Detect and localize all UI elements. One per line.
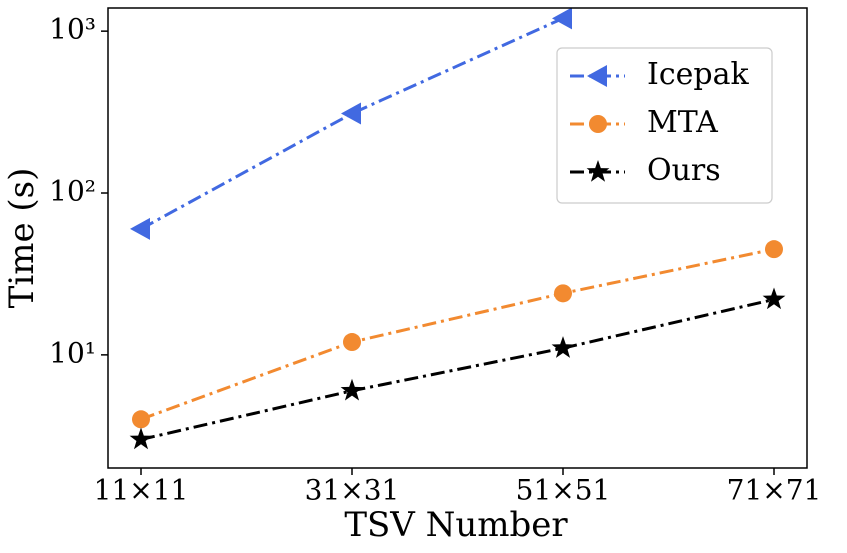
legend-label: Ours <box>647 153 721 188</box>
x-axis-label: TSV Number <box>344 505 568 545</box>
legend-marker <box>586 160 610 182</box>
series-line <box>140 297 775 441</box>
data-point <box>129 427 153 450</box>
series-line <box>140 247 775 421</box>
series-line <box>140 16 564 231</box>
y-tick-label: 10² <box>49 175 96 208</box>
data-point <box>341 102 361 125</box>
x-tick-label: 71×71 <box>727 474 822 507</box>
x-tick-label: 51×51 <box>516 474 611 507</box>
data-point <box>765 240 783 259</box>
legend: Icepak MTA Ours <box>556 47 773 204</box>
x-tick-label: 11×11 <box>94 474 189 507</box>
data-point <box>340 378 364 401</box>
legend-label: MTA <box>647 105 718 140</box>
data-point <box>552 7 572 30</box>
y-tick-label: 10¹ <box>49 336 96 369</box>
legend-label: Icepak <box>647 57 749 92</box>
data-point <box>554 284 572 303</box>
data-point <box>132 410 150 429</box>
y-tick-label: 10³ <box>49 13 96 46</box>
data-point <box>343 333 361 352</box>
data-point <box>130 217 150 240</box>
x-tick-label: 31×31 <box>305 474 400 507</box>
legend-marker <box>589 115 607 133</box>
plot-frame <box>107 7 808 469</box>
y-axis-label: Time (s) <box>2 168 42 309</box>
data-point <box>551 336 575 358</box>
data-point <box>762 287 786 310</box>
legend-marker <box>587 65 607 87</box>
legend-box <box>556 47 773 204</box>
